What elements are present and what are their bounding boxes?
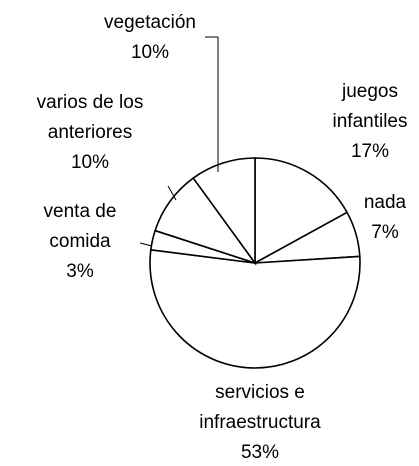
slice-label: venta de comida 3% <box>25 197 135 287</box>
pie-slice <box>192 157 256 266</box>
slice-label: servicios e infraestructura 53% <box>170 378 350 466</box>
pie-slice <box>254 157 349 265</box>
pie-slice <box>149 248 361 369</box>
value-label: 3% <box>66 261 94 282</box>
value-label: 10% <box>70 152 110 173</box>
value-label: 7% <box>371 222 399 243</box>
slice-label: juegos infantiles 17% <box>315 77 419 167</box>
value-label: 53% <box>240 442 280 463</box>
leader-line <box>205 36 219 172</box>
slice-label: varios de los anteriores 10% <box>10 88 170 178</box>
value-label: 17% <box>350 141 390 162</box>
leader-line <box>167 185 177 201</box>
category-label: vegetación <box>104 12 196 33</box>
category-label: juegos infantiles <box>332 81 408 132</box>
slice-label: nada 7% <box>355 188 415 248</box>
category-label: venta de comida <box>43 201 117 252</box>
category-label: varios de los anteriores <box>36 92 144 143</box>
leader-line <box>139 242 153 247</box>
value-label: 10% <box>130 42 170 63</box>
category-label: nada <box>363 192 407 213</box>
slice-label: vegetación 10% <box>85 8 215 68</box>
category-label: servicios e infraestructura <box>199 382 321 433</box>
